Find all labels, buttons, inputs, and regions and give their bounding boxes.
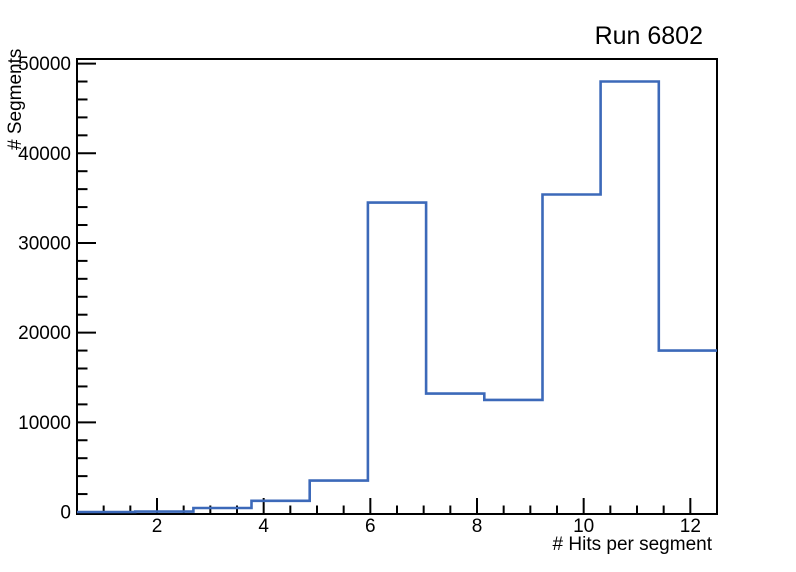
x-tick-label: 12 xyxy=(680,516,701,537)
x-tick-label: 6 xyxy=(365,516,376,537)
y-tick-label: 10000 xyxy=(18,413,71,434)
y-tick-label: 40000 xyxy=(18,144,71,165)
chart-title: Run 6802 xyxy=(594,22,703,50)
x-tick-label: 4 xyxy=(258,516,269,537)
y-axis-title: # Segments xyxy=(5,48,26,150)
x-tick-label: 2 xyxy=(152,516,163,537)
x-axis-title: # Hits per segment xyxy=(552,534,712,555)
histogram-line xyxy=(77,80,717,514)
y-tick-label: 20000 xyxy=(18,323,71,344)
x-tick-label: 8 xyxy=(472,516,483,537)
x-tick-label: 10 xyxy=(573,516,594,537)
plot-frame xyxy=(76,58,718,515)
y-tick-label: 0 xyxy=(60,503,71,524)
y-tick-label: 50000 xyxy=(18,54,71,75)
y-tick-label: 30000 xyxy=(18,233,71,254)
